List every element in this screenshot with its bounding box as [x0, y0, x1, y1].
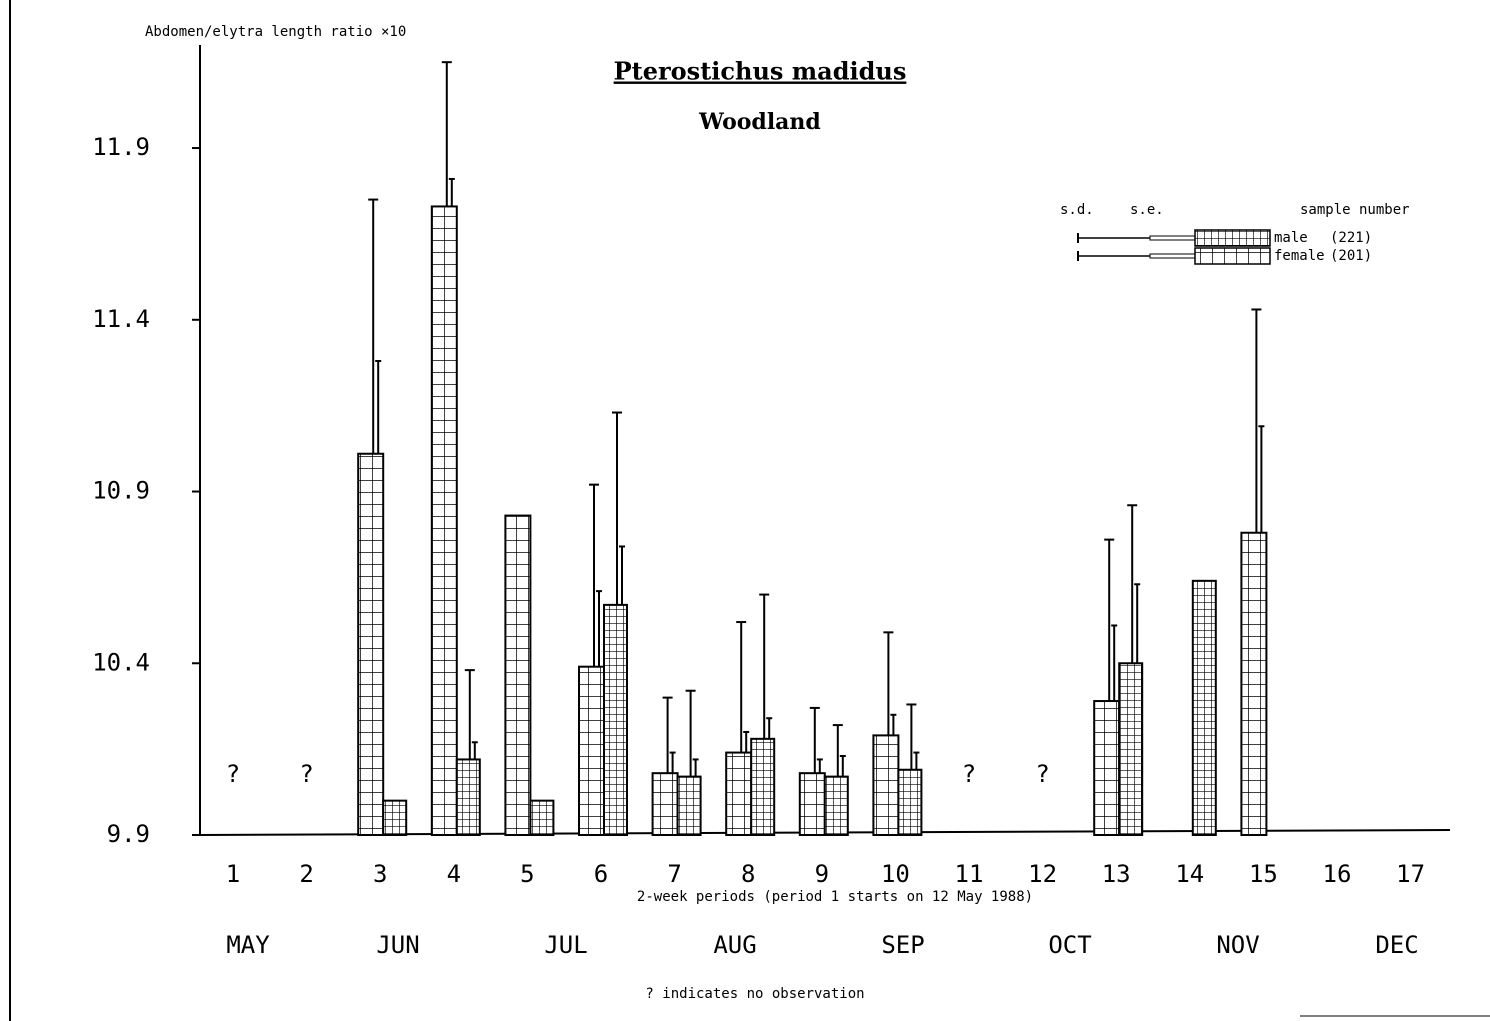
legend-swatch: [1194, 229, 1271, 247]
legend-header: sample number: [1300, 202, 1410, 218]
bar: [823, 775, 849, 837]
legend-label: female: [1274, 248, 1325, 264]
no-observation-mark: ?: [962, 760, 976, 788]
chart-subtitle: Woodland: [698, 109, 821, 135]
bar: [357, 452, 385, 836]
bar: [382, 799, 408, 836]
bar: [430, 205, 458, 837]
bar: [529, 799, 555, 836]
legend-header: s.e.: [1130, 202, 1164, 218]
y-axis-label: Abdomen/elytra length ratio ×10: [145, 24, 406, 40]
x-tick-label: 4: [447, 860, 461, 888]
no-observation-mark: ?: [226, 760, 240, 788]
bar: [750, 737, 776, 837]
chart-title: Pterostichus madidus: [614, 57, 907, 86]
bar: [504, 514, 532, 837]
bar: [1093, 700, 1121, 836]
legend-header: s.d.: [1060, 202, 1094, 218]
no-observation-mark: ?: [299, 760, 313, 788]
x-tick-label: 2: [299, 860, 313, 888]
x-tick-label: 6: [594, 860, 608, 888]
bar: [603, 603, 628, 836]
y-tick-label: 9.9: [107, 820, 150, 848]
y-tick-label: 10.4: [92, 648, 150, 676]
month-label: JUN: [376, 931, 419, 959]
bar: [1240, 531, 1268, 836]
month-label: JUL: [544, 931, 587, 959]
bar: [676, 775, 702, 837]
x-tick-label: 1: [226, 860, 240, 888]
x-tick-label: 12: [1028, 860, 1057, 888]
month-label: NOV: [1216, 931, 1259, 959]
x-tick-label: 10: [881, 860, 910, 888]
legend-sample-number: (201): [1330, 248, 1372, 264]
x-axis-label: 2-week periods (period 1 starts on 12 Ma…: [637, 889, 1033, 905]
legend-se: [1149, 235, 1196, 241]
y-tick-label: 11.4: [92, 305, 150, 333]
bar: [578, 665, 605, 837]
legend-se: [1149, 253, 1196, 259]
footnote: ? indicates no observation: [645, 986, 864, 1002]
legend-sample-number: (221): [1330, 230, 1372, 246]
bar: [455, 758, 481, 836]
x-tick-label: 13: [1102, 860, 1131, 888]
month-label: SEP: [881, 931, 924, 959]
x-tick-label: 5: [520, 860, 534, 888]
bar: [651, 772, 679, 836]
x-tick-label: 8: [741, 860, 755, 888]
bar: [1118, 662, 1144, 836]
x-tick-label: 3: [373, 860, 387, 888]
bar: [798, 772, 826, 836]
x-tick-label: 16: [1323, 860, 1352, 888]
legend-swatch: [1194, 247, 1271, 265]
x-tick-label: 17: [1396, 860, 1425, 888]
x-tick-label: 7: [667, 860, 681, 888]
y-tick-label: 11.9: [92, 133, 150, 161]
month-label: OCT: [1048, 931, 1091, 959]
bar: [1191, 579, 1217, 837]
x-tick-label: 9: [815, 860, 829, 888]
x-tick-label: 14: [1175, 860, 1204, 888]
month-label: MAY: [226, 931, 270, 959]
bar: [897, 768, 923, 837]
x-tick-label: 15: [1249, 860, 1278, 888]
no-observation-mark: ?: [1035, 760, 1049, 788]
y-tick-label: 10.9: [92, 477, 150, 505]
legend-label: male: [1274, 230, 1308, 246]
x-tick-label: 11: [955, 860, 984, 888]
month-label: AUG: [713, 931, 756, 959]
month-label: DEC: [1375, 931, 1418, 959]
bar: [725, 751, 753, 837]
bar: [872, 734, 900, 836]
